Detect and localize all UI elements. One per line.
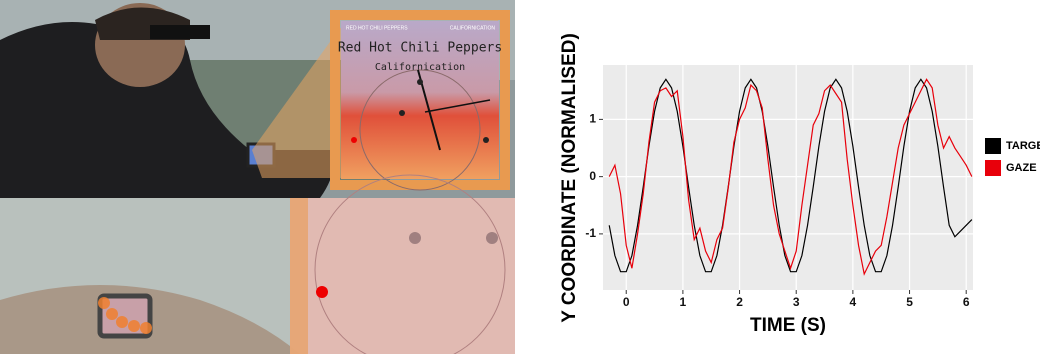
x-tick-label: 6	[963, 295, 970, 309]
gaze-dot	[140, 322, 152, 334]
gaze-dot	[128, 320, 140, 332]
screen-header-right: CALIFORNICATION	[450, 25, 496, 31]
photo: RED HOT CHILI PEPPERS CALIFORNICATION Re…	[0, 0, 515, 354]
gaze-dot	[106, 308, 118, 320]
x-axis-title: TIME (S)	[750, 315, 826, 336]
y-tick-label: -1	[585, 226, 596, 240]
song-album: Californication	[375, 62, 465, 73]
screen-header-left: RED HOT CHILI PEPPERS	[346, 25, 408, 31]
gaze-dot	[351, 137, 357, 143]
gaze-dot	[98, 297, 110, 309]
song-artist: Red Hot Chili Peppers	[338, 41, 502, 56]
y-tick-label: 0	[589, 169, 596, 183]
legend-label: TARGET	[1006, 140, 1040, 152]
frame-zoomed	[290, 198, 308, 354]
x-tick-label: 3	[793, 295, 800, 309]
x-tick-label: 4	[850, 295, 857, 309]
x-tick-label: 1	[680, 295, 687, 309]
page: RED HOT CHILI PEPPERS CALIFORNICATION Re…	[0, 0, 1040, 354]
target-dot	[409, 232, 421, 244]
target-dot	[486, 232, 498, 244]
y-tick-label: 1	[589, 112, 596, 126]
target-dot	[417, 79, 423, 85]
legend-label: GAZE	[1006, 162, 1037, 174]
legend-swatch	[985, 160, 1001, 176]
x-tick-label: 5	[906, 295, 913, 309]
target-dot	[483, 137, 489, 143]
legend-swatch	[985, 138, 1001, 154]
target-dot	[399, 110, 405, 116]
screen-zoomed	[290, 198, 515, 354]
gaze-dot	[316, 286, 328, 298]
x-tick-label: 0	[623, 295, 630, 309]
figure: RED HOT CHILI PEPPERS CALIFORNICATION Re…	[0, 0, 1040, 354]
gaze-dot	[116, 316, 128, 328]
glasses	[150, 25, 210, 39]
x-tick-label: 2	[736, 295, 743, 309]
y-axis-title: Y COORDINATE (NORMALISED)	[559, 33, 580, 323]
